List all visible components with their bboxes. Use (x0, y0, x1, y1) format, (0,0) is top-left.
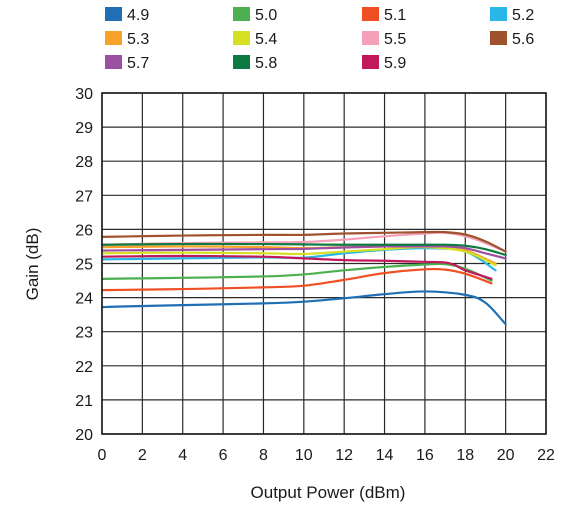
series-line-5-9 (100, 254, 493, 280)
grid (101, 92, 547, 435)
series-line-5-7 (100, 245, 507, 260)
x-tick-label: 6 (219, 447, 228, 464)
y-tick-label: 20 (75, 427, 93, 444)
legend-swatch-5-0 (233, 7, 250, 21)
series-line-5-8 (100, 242, 507, 257)
x-tick-label: 0 (98, 447, 107, 464)
x-tick-label: 20 (497, 447, 515, 464)
legend-swatch-5-1 (362, 7, 379, 21)
legend-label-5-9: 5.9 (384, 55, 406, 72)
x-tick-label: 12 (335, 447, 353, 464)
legend-swatch-5-7 (105, 55, 122, 69)
legend-swatch-5-6 (490, 31, 507, 45)
legend-label-4-9: 4.9 (127, 7, 149, 24)
x-tick-label: 2 (138, 447, 147, 464)
x-axis-label: Output Power (dBm) (251, 483, 406, 502)
y-axis-label: Gain (dB) (23, 228, 42, 301)
legend-label-5-5: 5.5 (384, 31, 406, 48)
series-line-5-4 (100, 245, 497, 267)
y-tick-label: 22 (75, 359, 93, 376)
x-tick-label: 4 (178, 447, 187, 464)
legend-label-5-1: 5.1 (384, 7, 406, 24)
series-line-5-6 (100, 230, 507, 253)
series-line-5-1 (100, 267, 493, 292)
plot-frame (101, 92, 547, 435)
legend-swatch-5-8 (233, 55, 250, 69)
legend: 4.9 5.0 5.1 5.2 5.3 5.4 5.5 5.6 5.7 5.8 5.9 (105, 7, 534, 72)
y-tick-label: 30 (75, 86, 93, 103)
legend-label-5-3: 5.3 (127, 31, 149, 48)
series-line-5-0 (100, 262, 493, 282)
x-tick-label: 10 (295, 447, 313, 464)
series-lines (100, 230, 507, 326)
series-line-4-9 (100, 290, 507, 326)
y-tick-label: 23 (75, 325, 93, 342)
x-tick-label: 16 (416, 447, 434, 464)
legend-swatch-5-2 (490, 7, 507, 21)
y-tick-label: 27 (75, 188, 93, 205)
series-line-5-5 (100, 231, 507, 253)
legend-swatch-5-9 (362, 55, 379, 69)
y-tick-label: 28 (75, 154, 93, 171)
legend-label-5-0: 5.0 (255, 7, 277, 24)
legend-label-5-6: 5.6 (512, 31, 534, 48)
legend-label-5-2: 5.2 (512, 7, 534, 24)
legend-label-5-8: 5.8 (255, 55, 277, 72)
x-tick-label: 22 (537, 447, 555, 464)
legend-swatch-5-5 (362, 31, 379, 45)
y-tick-label: 25 (75, 257, 93, 274)
y-tick-label: 24 (75, 291, 93, 308)
x-tick-label: 14 (376, 447, 394, 464)
y-tick-labels: 20 21 22 23 24 25 26 27 28 29 30 (75, 86, 93, 444)
y-tick-label: 21 (75, 393, 93, 410)
x-tick-label: 18 (456, 447, 474, 464)
x-tick-labels: 0 2 4 6 8 10 12 14 16 18 20 22 (98, 447, 555, 464)
legend-swatch-5-4 (233, 31, 250, 45)
x-tick-label: 8 (259, 447, 268, 464)
y-tick-label: 29 (75, 120, 93, 137)
legend-swatch-4-9 (105, 7, 122, 21)
legend-swatch-5-3 (105, 31, 122, 45)
legend-label-5-4: 5.4 (255, 31, 277, 48)
y-tick-label: 26 (75, 222, 93, 239)
legend-label-5-7: 5.7 (127, 55, 149, 72)
